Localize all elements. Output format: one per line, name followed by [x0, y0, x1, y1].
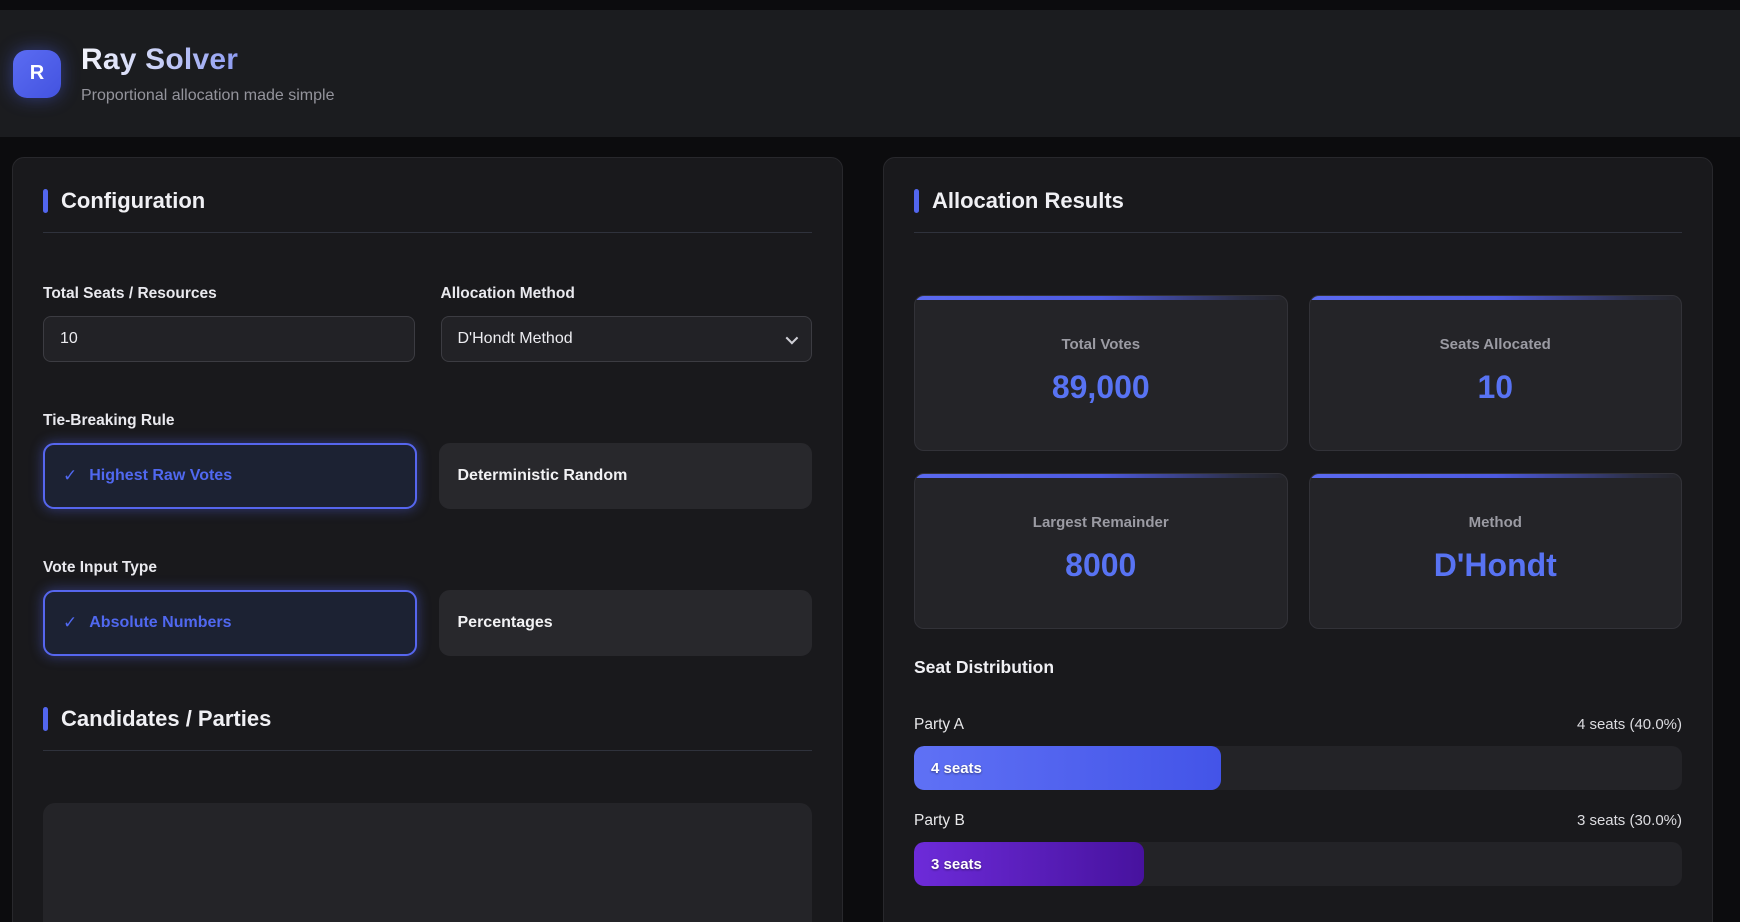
toggle-label: Deterministic Random: [457, 467, 628, 484]
seat-bar-fill-party-b: 3 seats: [914, 842, 1145, 886]
stat-label: Seats Allocated: [1439, 336, 1551, 353]
stat-card-total-votes: Total Votes 89,000: [914, 295, 1288, 451]
allocation-results-panel: Allocation Results Total Votes 89,000 Se…: [883, 157, 1713, 922]
accent-bar-icon: [914, 189, 919, 213]
seat-bar-fill-party-a: 4 seats: [914, 746, 1222, 790]
vote-input-options: ✓ Absolute Numbers Percentages: [43, 590, 812, 656]
stats-grid: Total Votes 89,000 Seats Allocated 10 La…: [914, 295, 1682, 629]
vote-input-option-absolute-numbers[interactable]: ✓ Absolute Numbers: [43, 590, 417, 656]
stat-accent-bar: [915, 474, 1287, 478]
party-summary: 3 seats (30.0%): [1576, 812, 1682, 829]
accent-bar-icon: [43, 189, 48, 213]
candidates-section-header: Candidates / Parties: [43, 706, 812, 732]
stat-value: 10: [1477, 369, 1514, 405]
accent-bar-icon: [43, 707, 48, 731]
stat-value: D'Hondt: [1433, 547, 1557, 583]
allocation-method-field: Allocation Method D'Hondt Method: [440, 285, 812, 362]
configuration-section-header: Configuration: [43, 188, 812, 214]
seat-bar-label: 3 seats: [931, 855, 982, 873]
main-content: Configuration Total Seats / Resources Al…: [12, 157, 1713, 922]
tie-breaking-group: Tie-Breaking Rule ✓ Highest Raw Votes De…: [43, 412, 812, 509]
party-name: Party A: [914, 716, 964, 733]
party-row-b: Party B 3 seats (30.0%) 3 seats: [914, 812, 1682, 886]
candidates-title: Candidates / Parties: [61, 706, 272, 731]
party-row-a: Party A 4 seats (40.0%) 4 seats: [914, 716, 1682, 790]
allocation-method-select[interactable]: D'Hondt Method: [440, 316, 812, 362]
candidate-card: [43, 803, 812, 922]
party-row-header: Party B 3 seats (30.0%): [914, 812, 1682, 830]
stat-label: Largest Remainder: [1032, 514, 1169, 531]
stat-card-seats-allocated: Seats Allocated 10: [1308, 295, 1682, 451]
configuration-form: Total Seats / Resources Allocation Metho…: [43, 285, 812, 362]
seat-bar-label: 4 seats: [931, 759, 982, 777]
check-icon: ✓: [63, 613, 78, 632]
party-name: Party B: [914, 812, 965, 829]
divider: [914, 232, 1682, 233]
party-row-header: Party A 4 seats (40.0%): [914, 716, 1682, 734]
vote-input-group: Vote Input Type ✓ Absolute Numbers Perce…: [43, 559, 812, 656]
divider: [43, 232, 812, 233]
app-logo-letter: R: [29, 62, 45, 84]
vote-input-option-percentages[interactable]: Percentages: [438, 590, 812, 656]
toggle-label: Highest Raw Votes: [89, 467, 233, 484]
stat-card-largest-remainder: Largest Remainder 8000: [914, 473, 1288, 629]
seat-bar-track: 4 seats: [914, 746, 1682, 790]
stat-accent-bar: [915, 296, 1287, 300]
toggle-label: Percentages: [457, 614, 553, 631]
stat-card-method: Method D'Hondt: [1308, 473, 1682, 629]
app-title: Ray Solver: [81, 42, 239, 76]
configuration-panel: Configuration Total Seats / Resources Al…: [12, 157, 843, 922]
allocation-method-label: Allocation Method: [440, 285, 575, 302]
app-header: R Ray Solver Proportional allocation mad…: [0, 10, 1740, 137]
stat-label: Total Votes: [1061, 336, 1141, 353]
seat-bar-track: 3 seats: [914, 842, 1682, 886]
stat-label: Method: [1468, 514, 1522, 531]
total-seats-input[interactable]: [43, 316, 415, 362]
check-icon: ✓: [63, 466, 78, 485]
tie-breaking-option-deterministic-random[interactable]: Deterministic Random: [438, 443, 812, 509]
results-section-header: Allocation Results: [914, 188, 1682, 214]
tie-breaking-options: ✓ Highest Raw Votes Deterministic Random: [43, 443, 812, 509]
toggle-label: Absolute Numbers: [89, 614, 232, 631]
configuration-title: Configuration: [61, 188, 206, 213]
tie-breaking-option-highest-raw-votes[interactable]: ✓ Highest Raw Votes: [43, 443, 417, 509]
chevron-down-icon: [785, 331, 799, 344]
total-seats-field: Total Seats / Resources: [43, 285, 415, 362]
app-subtitle: Proportional allocation made simple: [81, 86, 335, 104]
stat-value: 8000: [1065, 547, 1137, 583]
vote-input-label: Vote Input Type: [43, 559, 157, 576]
results-title: Allocation Results: [932, 188, 1124, 213]
header-text: Ray Solver Proportional allocation made …: [81, 43, 334, 105]
party-summary: 4 seats (40.0%): [1576, 716, 1682, 733]
stat-accent-bar: [1309, 474, 1681, 478]
divider: [43, 750, 812, 751]
stat-value: 89,000: [1051, 369, 1150, 405]
tie-breaking-label: Tie-Breaking Rule: [43, 412, 175, 429]
total-seats-label: Total Seats / Resources: [43, 285, 217, 302]
app-logo: R: [13, 49, 61, 98]
stat-accent-bar: [1309, 296, 1681, 300]
allocation-method-value: D'Hondt Method: [457, 330, 573, 347]
seat-distribution-title: Seat Distribution: [914, 657, 1055, 677]
